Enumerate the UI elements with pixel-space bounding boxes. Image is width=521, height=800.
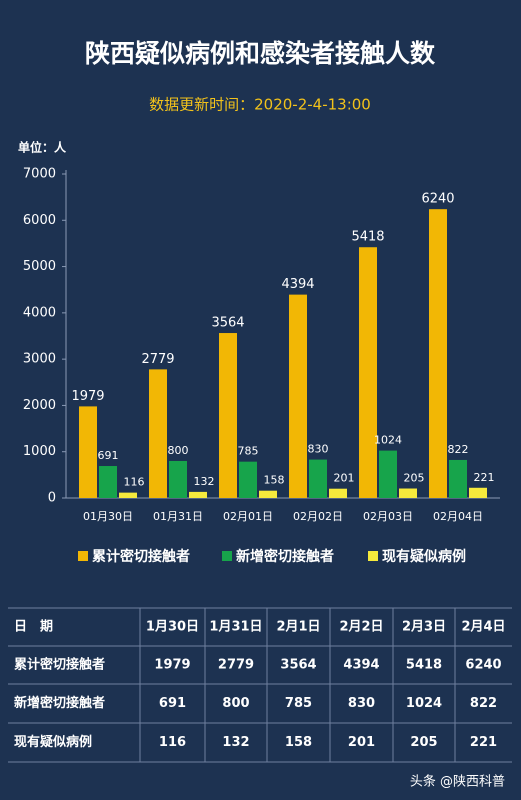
table-cell: 1979 [154,658,190,673]
chart-title: 陕西疑似病例和感染者接触人数 [85,39,436,68]
bar [259,490,277,498]
table-cell: 累计密切接触者 [14,657,105,673]
y-tick-label: 5000 [23,259,56,274]
legend-label: 现有疑似病例 [382,548,466,565]
value-label: 116 [124,476,145,489]
bar [399,488,417,498]
unit-label: 单位：人 [18,140,67,155]
value-label: 6240 [421,192,454,207]
x-tick-label: 02月02日 [293,510,343,523]
value-label: 822 [448,443,469,456]
bar [79,406,97,498]
y-tick-label: 3000 [23,352,56,367]
table-header-cell: 2月3日 [402,620,446,635]
bar [149,369,167,498]
x-tick-label: 02月03日 [363,510,413,523]
table-cell: 822 [470,696,497,711]
table-header-cell: 2月2日 [339,620,383,635]
table-header-cell: 日 期 [14,620,53,635]
legend-label: 新增密切接触者 [236,548,334,565]
table-cell: 116 [159,735,186,750]
value-label: 2779 [141,352,174,367]
bar [189,491,207,498]
value-label: 4394 [281,277,314,292]
bar [429,209,447,499]
bar [219,333,237,498]
value-label: 201 [334,472,355,485]
footer: 头条 @陕西科普 [410,774,505,790]
table-cell: 830 [348,696,375,711]
bar [359,247,377,498]
x-tick-label: 02月04日 [433,510,483,523]
table-cell: 205 [410,735,437,750]
y-tick-label: 6000 [23,213,56,228]
table-cell: 3564 [280,658,316,673]
bar [309,459,327,498]
value-label: 158 [264,474,285,487]
table-cell: 现有疑似病例 [14,734,92,750]
bar [329,488,347,498]
x-tick-label: 01月30日 [83,510,133,523]
legend-label: 累计密切接触者 [92,548,190,565]
table-cell: 4394 [343,658,379,673]
table-cell: 新增密切接触者 [14,695,105,711]
bar [99,466,117,498]
table-header-cell: 1月31日 [209,620,262,635]
value-label: 785 [238,445,259,458]
bar [239,461,257,498]
legend-swatch [222,551,232,561]
bar [469,487,487,498]
value-label: 205 [404,472,425,485]
table-cell: 6240 [465,658,501,673]
x-tick-label: 01月31日 [153,510,203,523]
y-tick-label: 2000 [23,398,56,413]
value-label: 221 [474,471,495,484]
y-tick-label: 1000 [23,444,56,459]
x-tick-label: 02月01日 [223,510,273,523]
table-header-cell: 1月30日 [146,620,199,635]
bar [289,294,307,498]
y-tick-label: 4000 [23,305,56,320]
value-label: 3564 [211,316,244,331]
chart-subtitle: 数据更新时间：2020-2-4-13:00 [149,96,371,114]
bar [119,492,137,498]
table-cell: 201 [348,735,375,750]
table-cell: 2779 [218,658,254,673]
table-cell: 5418 [406,658,442,673]
table-cell: 221 [470,735,497,750]
bar [169,460,187,498]
y-tick-label: 7000 [23,167,56,182]
table-cell: 132 [222,735,249,750]
value-label: 5418 [351,230,384,245]
table-header-cell: 2月1日 [276,620,320,635]
value-label: 1979 [71,389,104,404]
value-label: 691 [98,449,119,462]
bar [449,459,467,498]
y-tick-label: 0 [48,491,56,506]
table-cell: 1024 [406,696,442,711]
value-label: 1024 [374,434,402,447]
table-cell: 800 [222,696,249,711]
value-label: 132 [194,475,215,488]
table-header-cell: 2月4日 [461,620,505,635]
table-cell: 785 [285,696,312,711]
value-label: 800 [168,444,189,457]
legend-swatch [368,551,378,561]
legend-swatch [78,551,88,561]
value-label: 830 [308,443,329,456]
bar [379,450,397,498]
table-cell: 158 [285,735,312,750]
table-cell: 691 [159,696,186,711]
